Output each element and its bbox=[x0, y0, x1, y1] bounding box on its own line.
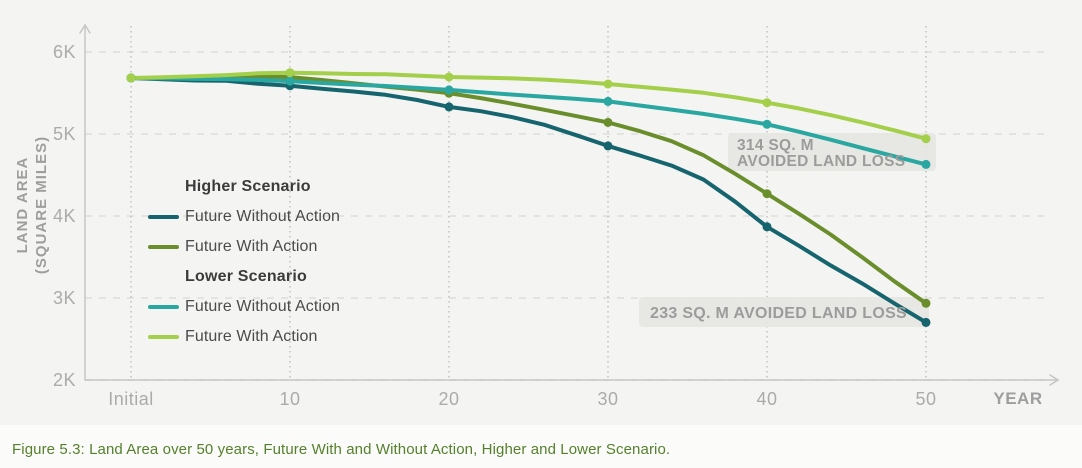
marker-higher-with-action-year-30 bbox=[603, 117, 613, 127]
annotation-box-233 bbox=[639, 297, 929, 327]
x-axis-title: YEAR bbox=[993, 389, 1042, 408]
x-tick-10: 10 bbox=[279, 389, 300, 409]
marker-higher-with-action-year-40 bbox=[762, 189, 772, 199]
x-tick-30: 30 bbox=[597, 389, 618, 409]
legend-item-label: Future With Action bbox=[185, 238, 318, 255]
marker-lower-without-action-year-40 bbox=[762, 119, 772, 129]
marker-lower-without-action-year-50 bbox=[921, 159, 931, 169]
legend-item-label: Future Without Action bbox=[185, 298, 341, 315]
legend-item-label: Future Without Action bbox=[185, 208, 341, 225]
legend-item: Future Without Action bbox=[148, 292, 340, 322]
annotation-text-314-line2: AVOIDED LAND LOSS bbox=[737, 153, 905, 170]
marker-lower-without-action-year-10 bbox=[285, 76, 295, 86]
x-tick-20: 20 bbox=[438, 389, 459, 409]
legend-group-title: Lower Scenario bbox=[148, 262, 340, 292]
chart-legend: Higher Scenario Future Without Action Futu… bbox=[148, 172, 340, 352]
annotation-text-314-line1: 314 SQ. M bbox=[737, 137, 814, 154]
legend-line-swatch bbox=[148, 335, 179, 339]
marker-lower-with-action-year-50 bbox=[921, 134, 931, 144]
annotation-box-314 bbox=[728, 133, 936, 171]
x-tick-40: 40 bbox=[756, 389, 777, 409]
legend-group-title-text: Higher Scenario bbox=[185, 178, 311, 195]
series-line-higher-without-action bbox=[129, 76, 928, 325]
marker-lower-with-action-year-20 bbox=[444, 72, 454, 82]
figure-caption: Figure 5.3: Land Area over 50 years, Fut… bbox=[12, 441, 671, 458]
legend-item: Future Without Action bbox=[148, 202, 340, 232]
y-tick-labels: 6K 5K 4K 3K 2K bbox=[53, 42, 76, 390]
y-tick-5K: 5K bbox=[53, 124, 76, 144]
series-markers-lower-with-action bbox=[126, 68, 931, 144]
y-tick-2K: 2K bbox=[53, 370, 76, 390]
axes bbox=[79, 23, 1060, 386]
legend-item: Future With Action bbox=[148, 232, 340, 262]
y-tick-6K: 6K bbox=[53, 42, 76, 62]
legend-group-title: Higher Scenario bbox=[148, 172, 340, 202]
marker-lower-without-action-year-20 bbox=[444, 85, 454, 95]
marker-higher-without-action-year-40 bbox=[762, 222, 772, 232]
y-tick-4K: 4K bbox=[53, 206, 76, 226]
legend-line-swatch bbox=[148, 215, 179, 219]
x-tick-50: 50 bbox=[915, 389, 936, 409]
series-line-lower-without-action bbox=[129, 76, 928, 167]
series-line-lower-with-action bbox=[129, 70, 928, 141]
y-axis-arrow bbox=[79, 23, 91, 34]
series-markers-higher-without-action bbox=[126, 73, 931, 327]
annotation-text-233-line1: 233 SQ. M AVOIDED LAND LOSS bbox=[650, 305, 907, 322]
y-axis-title: LAND AREA (SQUARE MILES) bbox=[14, 136, 50, 274]
legend-line-swatch bbox=[148, 245, 179, 249]
legend-line-swatch bbox=[148, 305, 179, 309]
series-line-higher-with-action bbox=[129, 74, 928, 306]
legend-group-title-text: Lower Scenario bbox=[185, 268, 307, 285]
x-tick-labels: Initial 10 20 30 40 50 bbox=[108, 389, 936, 409]
marker-lower-without-action-year-30 bbox=[603, 96, 613, 106]
marker-higher-with-action-year-50 bbox=[921, 298, 931, 308]
x-tick-Initial: Initial bbox=[108, 389, 154, 409]
x-axis-arrow bbox=[1049, 374, 1060, 386]
marker-higher-without-action-year-30 bbox=[603, 141, 613, 151]
marker-higher-without-action-year-20 bbox=[444, 102, 454, 112]
legend-item-label: Future With Action bbox=[185, 328, 318, 345]
marker-higher-without-action-year-50 bbox=[921, 317, 931, 327]
marker-lower-with-action-year-0 bbox=[126, 73, 136, 83]
caption-strip bbox=[0, 425, 1082, 468]
marker-lower-with-action-year-10 bbox=[285, 68, 295, 78]
marker-lower-with-action-year-40 bbox=[762, 98, 772, 108]
legend-item: Future With Action bbox=[148, 322, 340, 352]
y-tick-3K: 3K bbox=[53, 288, 76, 308]
marker-lower-with-action-year-30 bbox=[603, 79, 613, 89]
